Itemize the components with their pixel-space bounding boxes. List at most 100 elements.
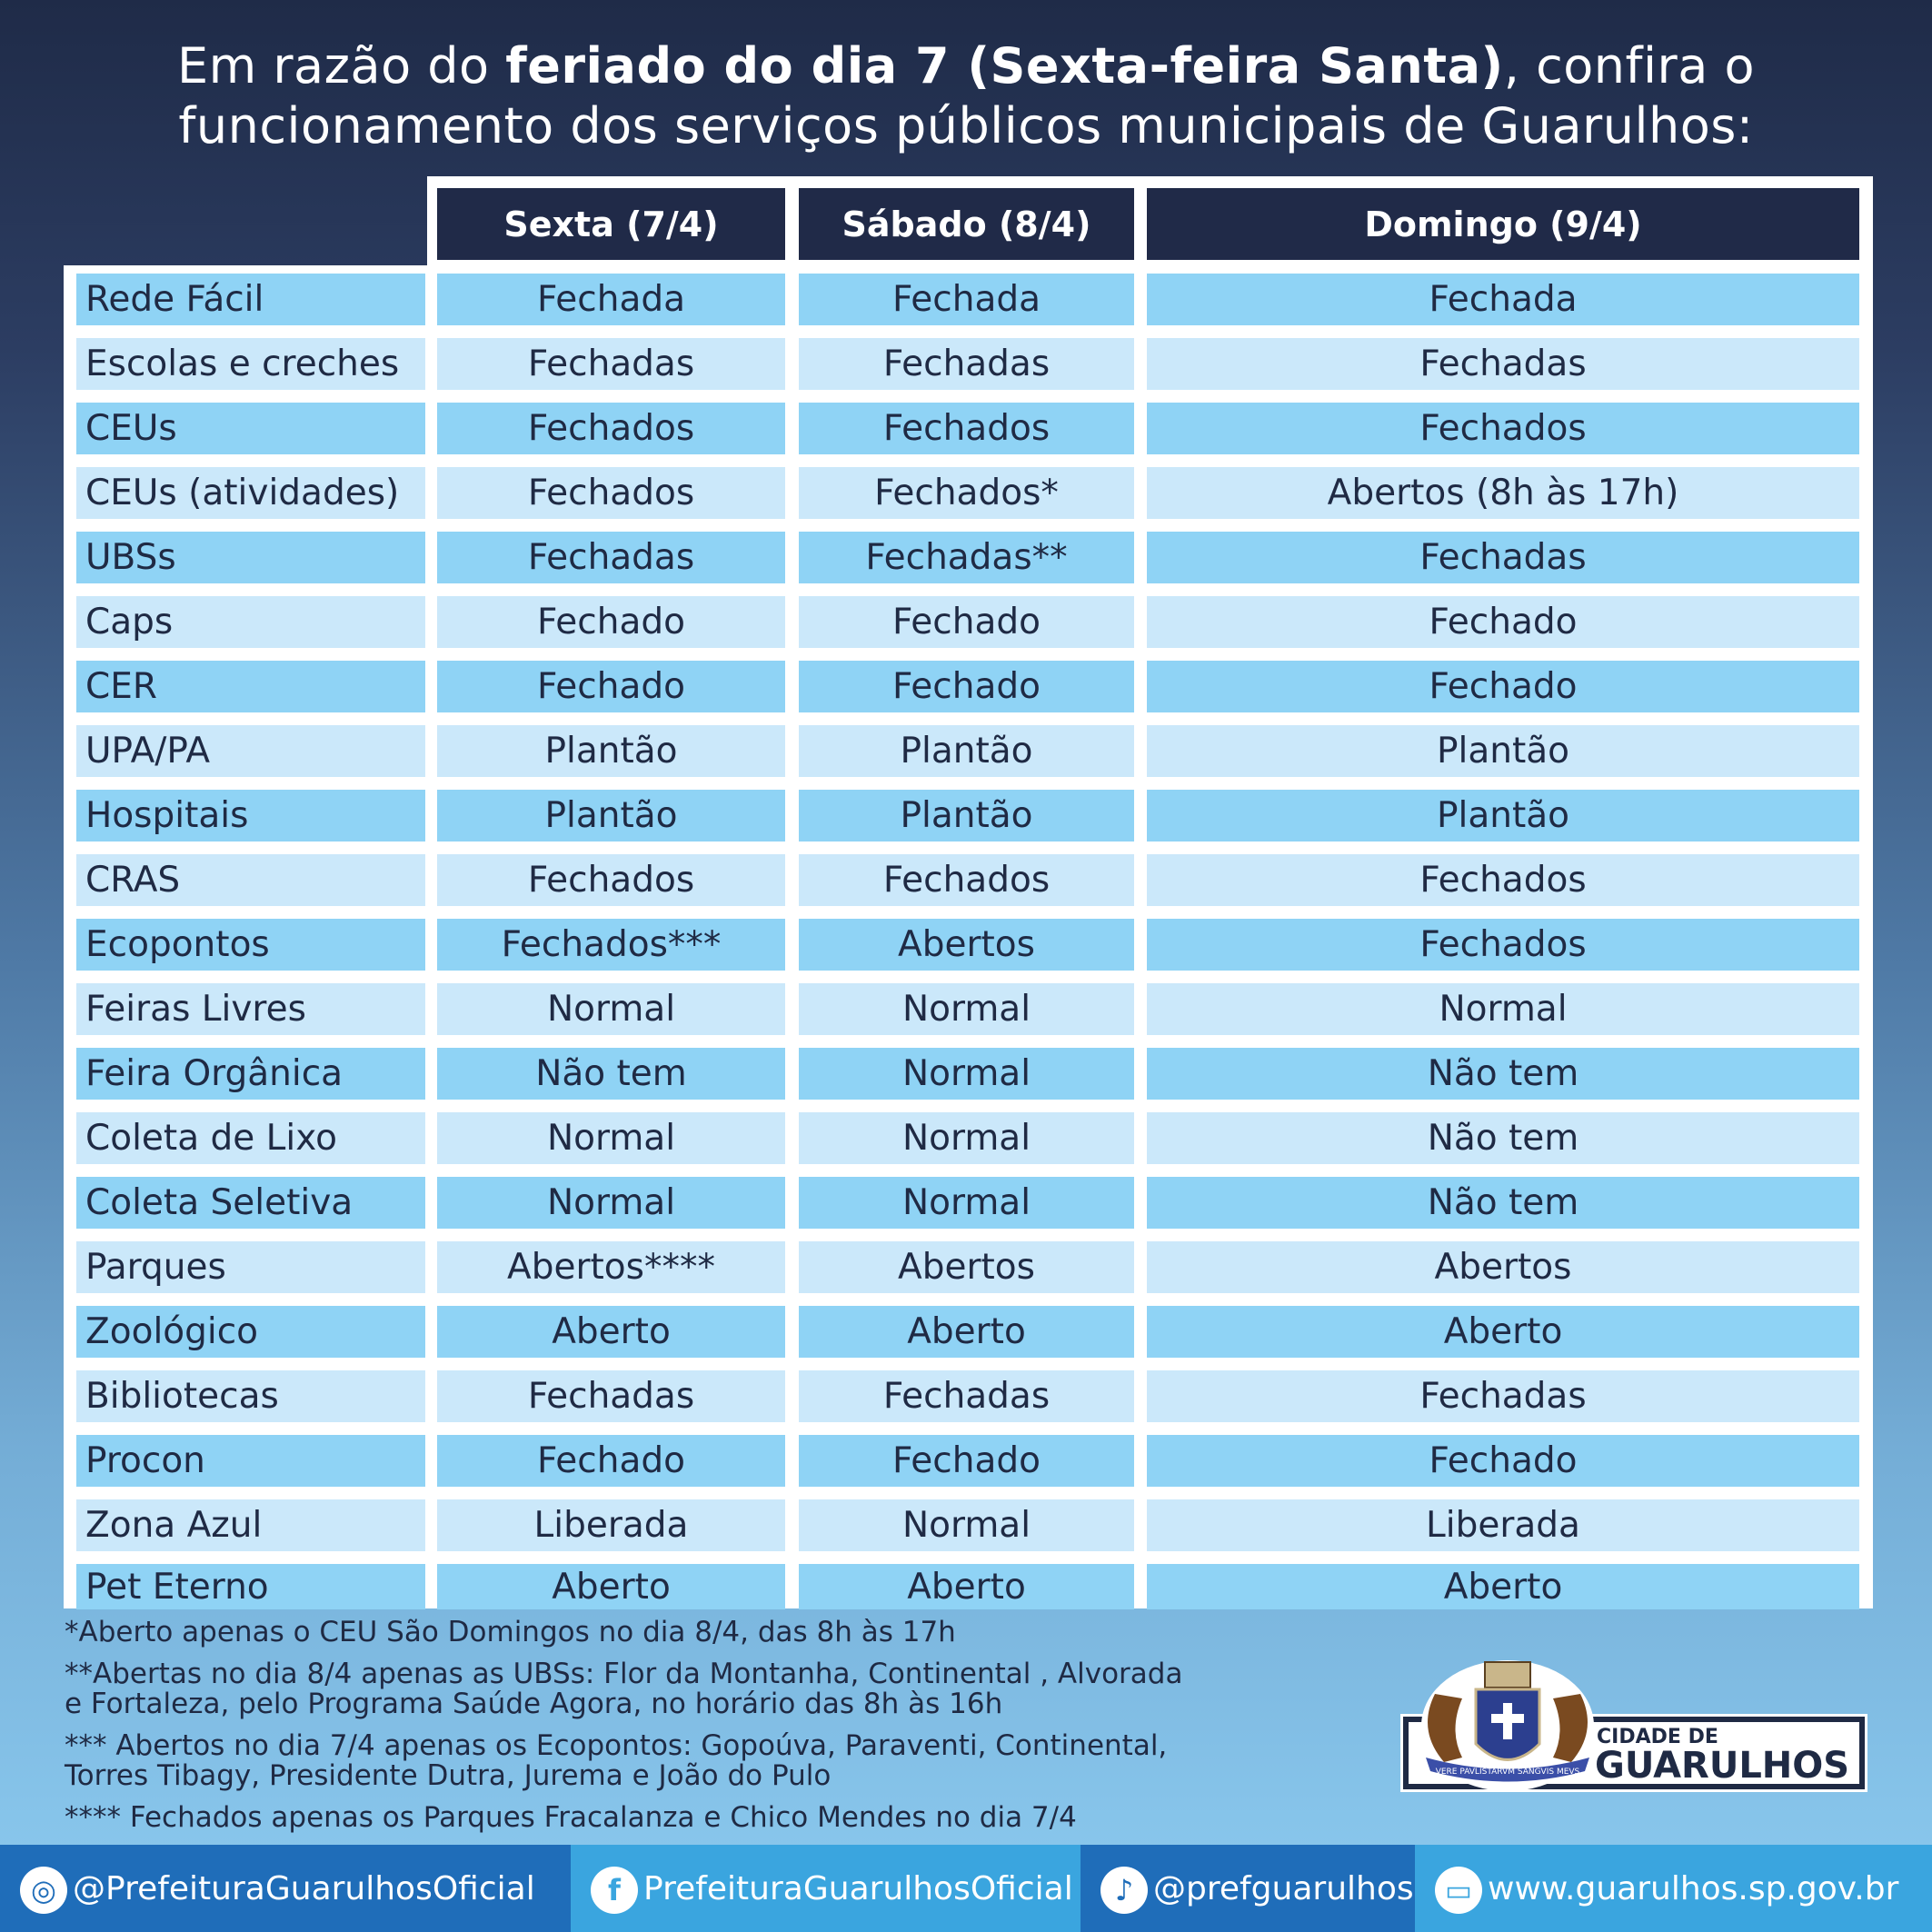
footnote: **** Fechados apenas os Parques Fracalan…	[65, 1801, 1077, 1834]
status-cell: Fechados	[437, 467, 785, 519]
status-cell: Normal	[799, 1499, 1134, 1551]
status-cell: Fechadas	[437, 532, 785, 583]
service-name: Hospitais	[76, 790, 425, 842]
table-row: Feira Orgânica Não tem Normal Não tem	[76, 1048, 1859, 1100]
status-cell: Abertos****	[437, 1241, 785, 1293]
footer-link-instagram[interactable]: ◎ @PrefeituraGuarulhosOficial	[0, 1845, 571, 1932]
status-cell: Normal	[437, 983, 785, 1035]
status-cell: Plantão	[799, 790, 1134, 842]
footer-link-label: PrefeituraGuarulhosOficial	[643, 1869, 1073, 1907]
footnote: *Aberto apenas o CEU São Domingos no dia…	[65, 1616, 956, 1648]
status-cell: Fechados	[1147, 854, 1859, 906]
status-cell: Aberto	[799, 1306, 1134, 1358]
table-row: Coleta Seletiva Normal Normal Não tem	[76, 1177, 1859, 1229]
service-name: Coleta Seletiva	[76, 1177, 425, 1229]
table-row: CEUs Fechados Fechados Fechados	[76, 403, 1859, 454]
table-row: Rede Fácil Fechada Fechada Fechada	[76, 274, 1859, 325]
monitor-icon: ▭	[1435, 1867, 1482, 1914]
status-cell: Aberto	[437, 1306, 785, 1358]
service-name: Parques	[76, 1241, 425, 1293]
status-cell: Fechado	[1147, 661, 1859, 712]
status-cell: Normal	[799, 1112, 1134, 1164]
table-row: Zona Azul Liberada Normal Liberada	[76, 1499, 1859, 1551]
status-cell: Fechados	[799, 854, 1134, 906]
column-header-sexta: Sexta (7/4)	[437, 188, 785, 260]
footer-link-monitor[interactable]: ▭ www.guarulhos.sp.gov.br	[1415, 1845, 1932, 1932]
service-name: Caps	[76, 596, 425, 648]
status-cell: Fechado	[437, 1435, 785, 1487]
status-cell: Abertos (8h às 17h)	[1147, 467, 1859, 519]
status-cell: Não tem	[1147, 1112, 1859, 1164]
table-row: Bibliotecas Fechadas Fechadas Fechadas	[76, 1370, 1859, 1422]
status-cell: Fechado	[799, 1435, 1134, 1487]
status-cell: Fechados*	[799, 467, 1134, 519]
status-cell: Liberada	[1147, 1499, 1859, 1551]
status-cell: Fechados	[437, 403, 785, 454]
title-line2: funcionamento dos serviços públicos muni…	[178, 97, 1754, 154]
table-row: Pet Eterno Aberto Aberto Aberto	[76, 1564, 1859, 1609]
service-name: Zona Azul	[76, 1499, 425, 1551]
svg-text:GUARULHOS: GUARULHOS	[1595, 1745, 1849, 1787]
status-cell: Plantão	[1147, 790, 1859, 842]
footnote: *** Abertos no dia 7/4 apenas os Ecopont…	[65, 1729, 1168, 1792]
column-header-domingo: Domingo (9/4)	[1147, 188, 1859, 260]
status-cell: Aberto	[437, 1564, 785, 1609]
table-row: CEUs (atividades) Fechados Fechados* Aberto…	[76, 467, 1859, 519]
status-cell: Fechadas	[799, 1370, 1134, 1422]
title-text: Em razão do	[176, 37, 506, 95]
status-cell: Fechado	[1147, 1435, 1859, 1487]
footer-link-tiktok[interactable]: ♪ @prefguarulhos	[1081, 1845, 1415, 1932]
status-cell: Fechada	[1147, 274, 1859, 325]
status-cell: Plantão	[1147, 725, 1859, 777]
status-cell: Fechado	[437, 596, 785, 648]
status-cell: Fechadas	[1147, 1370, 1859, 1422]
status-cell: Não tem	[1147, 1048, 1859, 1100]
table-row: UPA/PA Plantão Plantão Plantão	[76, 725, 1859, 777]
service-name: Procon	[76, 1435, 425, 1487]
status-cell: Fechada	[799, 274, 1134, 325]
status-cell: Plantão	[799, 725, 1134, 777]
service-name: CER	[76, 661, 425, 712]
footer-link-facebook[interactable]: f PrefeituraGuarulhosOficial	[571, 1845, 1081, 1932]
service-name: Escolas e creches	[76, 338, 425, 390]
status-cell: Fechado	[437, 661, 785, 712]
footer-bar: ◎ @PrefeituraGuarulhosOficial f PrefeituraG…	[0, 1845, 1932, 1932]
table-row: UBSs Fechadas Fechadas** Fechadas	[76, 532, 1859, 583]
footnotes: *Aberto apenas o CEU São Domingos no dia…	[65, 1618, 1182, 1845]
table-row: Zoológico Aberto Aberto Aberto	[76, 1306, 1859, 1358]
facebook-icon: f	[591, 1867, 638, 1914]
service-name: Coleta de Lixo	[76, 1112, 425, 1164]
status-cell: Fechados***	[437, 919, 785, 971]
service-name: Bibliotecas	[76, 1370, 425, 1422]
tiktok-icon: ♪	[1100, 1867, 1148, 1914]
status-cell: Fechadas	[1147, 532, 1859, 583]
status-cell: Fechadas	[437, 338, 785, 390]
table-row: Hospitais Plantão Plantão Plantão	[76, 790, 1859, 842]
service-name: CEUs (atividades)	[76, 467, 425, 519]
service-name: UBSs	[76, 532, 425, 583]
status-cell: Fechado	[799, 661, 1134, 712]
service-name: Rede Fácil	[76, 274, 425, 325]
page-title: Em razão do feriado do dia 7 (Sexta-feir…	[0, 36, 1932, 156]
status-cell: Aberto	[799, 1564, 1134, 1609]
status-cell: Fechados	[1147, 403, 1859, 454]
status-cell: Fechadas**	[799, 532, 1134, 583]
service-name: Feira Orgânica	[76, 1048, 425, 1100]
status-cell: Fechados	[1147, 919, 1859, 971]
table-row: Feiras Livres Normal Normal Normal	[76, 983, 1859, 1035]
footer-link-label: @PrefeituraGuarulhosOficial	[73, 1869, 535, 1907]
service-name: CEUs	[76, 403, 425, 454]
instagram-icon: ◎	[20, 1867, 67, 1914]
status-cell: Fechadas	[437, 1370, 785, 1422]
service-name: UPA/PA	[76, 725, 425, 777]
status-cell: Abertos	[799, 919, 1134, 971]
table-row: CRAS Fechados Fechados Fechados	[76, 854, 1859, 906]
title-bold: feriado do dia 7 (Sexta-feira Santa)	[505, 37, 1504, 95]
logo-motto: VERE PAVLISTARVM SANGVIS MEVS	[1436, 1768, 1580, 1777]
status-cell: Normal	[799, 1048, 1134, 1100]
status-cell: Fechadas	[799, 338, 1134, 390]
status-cell: Normal	[799, 983, 1134, 1035]
table-row: Procon Fechado Fechado Fechado	[76, 1435, 1859, 1487]
status-cell: Aberto	[1147, 1306, 1859, 1358]
table-row: Caps Fechado Fechado Fechado	[76, 596, 1859, 648]
